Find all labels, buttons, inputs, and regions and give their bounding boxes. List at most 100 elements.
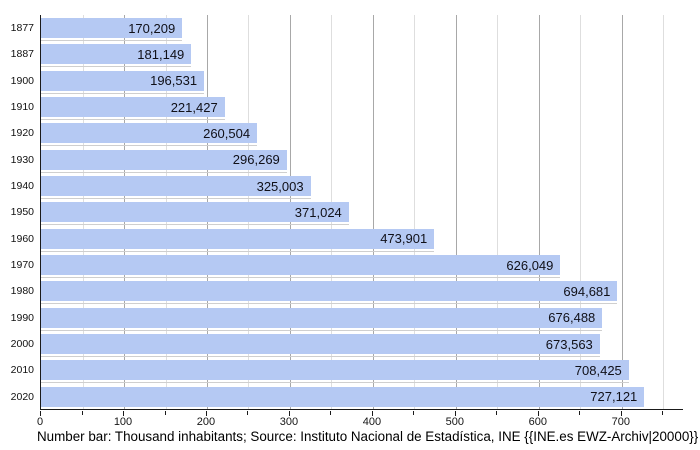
x-axis-tick-550 — [496, 411, 498, 415]
x-axis-tick-label-200: 200 — [196, 416, 216, 428]
x-axis-tick-250 — [247, 411, 249, 415]
y-axis-label-1940: 1940 — [10, 180, 34, 192]
x-axis-tick-350 — [330, 411, 332, 415]
y-axis-label-1887: 1887 — [10, 48, 34, 61]
bar-shadow-line — [41, 303, 618, 305]
x-axis-tick-750 — [662, 411, 664, 415]
x-axis-tick-500 — [454, 411, 456, 416]
y-axis-label-1930: 1930 — [10, 153, 34, 166]
y-axis-label-2020: 2020 — [10, 390, 34, 403]
bar-1960: 473,901 — [41, 228, 435, 249]
x-axis-tick-label-500: 500 — [445, 416, 464, 428]
bar-value-label-1910: 221,427 — [170, 99, 218, 115]
bar-shadow-line — [41, 329, 603, 331]
y-axis-label-1900: 1900 — [10, 74, 34, 87]
x-axis-tick-700 — [620, 411, 622, 416]
bar-value-label-1877: 170,209 — [128, 20, 176, 36]
bar-shadow-line — [41, 145, 258, 147]
x-axis-tick-200 — [205, 411, 207, 416]
y-axis-label-2010: 2010 — [10, 364, 34, 377]
plot-area: 170,209 181,149 196,531 221,427 260,504 296,2… — [40, 15, 683, 410]
major-gridline-500 — [455, 15, 457, 409]
bar-1877: 170,209 — [41, 18, 183, 38]
y-axis-label-1980: 1980 — [10, 285, 34, 298]
bar-row-1940: 325,003 — [41, 173, 683, 199]
bar-row-1877: 170,209 — [41, 15, 683, 41]
bar-shadow-line — [41, 382, 629, 384]
bar-shadow-line — [41, 119, 225, 120]
y-axis-label-1960: 1960 — [10, 232, 34, 245]
bar-row-1930: 296,269 — [41, 147, 683, 173]
bar-shadow-line — [41, 92, 205, 94]
bar-value-label-1920: 260,504 — [203, 125, 251, 141]
bar-shadow-line — [41, 250, 435, 252]
bar-row-1980: 694,681 — [41, 278, 683, 305]
y-axis-label-1910: 1910 — [10, 101, 34, 113]
x-axis-tick-50 — [81, 411, 83, 415]
x-axis-tick-label-0: 0 — [36, 416, 44, 428]
bar-value-label-1970: 626,049 — [506, 257, 554, 273]
bar-1990: 676,488 — [41, 307, 603, 328]
bar-2010: 708,425 — [41, 360, 629, 381]
bar-row-1970: 626,049 — [41, 252, 683, 278]
bar-1950: 371,024 — [41, 202, 349, 223]
major-gridline-600 — [538, 15, 540, 409]
x-axis-tick-150 — [164, 411, 166, 415]
bar-row-2020: 727,121 — [41, 384, 683, 410]
bar-value-label-2020: 727,121 — [590, 389, 638, 405]
bar-1900: 196,531 — [41, 70, 205, 91]
bar-value-label-1940: 325,003 — [256, 178, 304, 194]
bar-1970: 626,049 — [41, 255, 561, 275]
x-axis-tick-300 — [288, 411, 290, 416]
x-axis-tick-100 — [123, 411, 124, 416]
bar-2000: 673,563 — [41, 334, 600, 354]
bar-shadow-line — [41, 277, 561, 278]
minor-gridline-750 — [663, 15, 665, 409]
bar-shadow-line — [41, 66, 192, 68]
bar-row-2000: 673,563 — [41, 331, 683, 357]
bar-2020: 727,121 — [41, 386, 645, 407]
bar-value-label-1930: 296,269 — [232, 152, 280, 168]
y-axis-label-1950: 1950 — [10, 206, 34, 219]
bar-shadow-line — [41, 198, 311, 199]
y-axis-label-2000: 2000 — [10, 338, 34, 350]
y-axis-label-1990: 1990 — [10, 311, 34, 324]
x-axis-tick-label-400: 400 — [362, 416, 382, 428]
bar-1980: 694,681 — [41, 281, 618, 302]
x-axis-tick-0 — [40, 411, 41, 416]
x-axis-tick-450 — [413, 411, 415, 415]
bar-value-label-1950: 371,024 — [294, 204, 342, 220]
bar-row-1950: 371,024 — [41, 199, 683, 226]
x-axis-tick-label-600: 600 — [528, 416, 547, 428]
chart-caption: Number bar: Thousand inhabitants; Source… — [37, 429, 699, 444]
bar-shadow-line — [41, 40, 183, 41]
bar-1920: 260,504 — [41, 123, 258, 144]
minor-gridline-450 — [414, 15, 416, 409]
bar-shadow-line — [41, 171, 287, 173]
x-axis-tick-650 — [579, 411, 581, 415]
x-axis-tick-label-700: 700 — [611, 416, 630, 428]
minor-gridline-650 — [580, 15, 582, 409]
y-axis-label-1970: 1970 — [10, 259, 34, 271]
bar-value-label-1887: 181,149 — [137, 46, 185, 62]
minor-gridline-550 — [497, 15, 499, 409]
bar-value-label-1990: 676,488 — [548, 310, 596, 326]
bar-1910: 221,427 — [41, 97, 225, 117]
bar-row-1960: 473,901 — [41, 226, 683, 252]
bar-row-1910: 221,427 — [41, 94, 683, 120]
bar-row-1900: 196,531 — [41, 68, 683, 94]
bar-row-1990: 676,488 — [41, 305, 683, 331]
bar-value-label-1900: 196,531 — [150, 73, 198, 89]
x-axis-tick-label-100: 100 — [113, 416, 133, 428]
bar-1930: 296,269 — [41, 149, 287, 170]
y-axis-label-1920: 1920 — [10, 127, 34, 140]
bar-shadow-line — [41, 356, 600, 357]
major-gridline-400 — [372, 15, 374, 409]
bar-shadow-line — [41, 224, 349, 226]
bar-row-1920: 260,504 — [41, 120, 683, 147]
bar-row-1887: 181,149 — [41, 41, 683, 68]
bar-value-label-1960: 473,901 — [380, 231, 428, 247]
bar-1940: 325,003 — [41, 176, 311, 196]
bar-row-2010: 708,425 — [41, 357, 683, 384]
bar-1887: 181,149 — [41, 44, 192, 65]
